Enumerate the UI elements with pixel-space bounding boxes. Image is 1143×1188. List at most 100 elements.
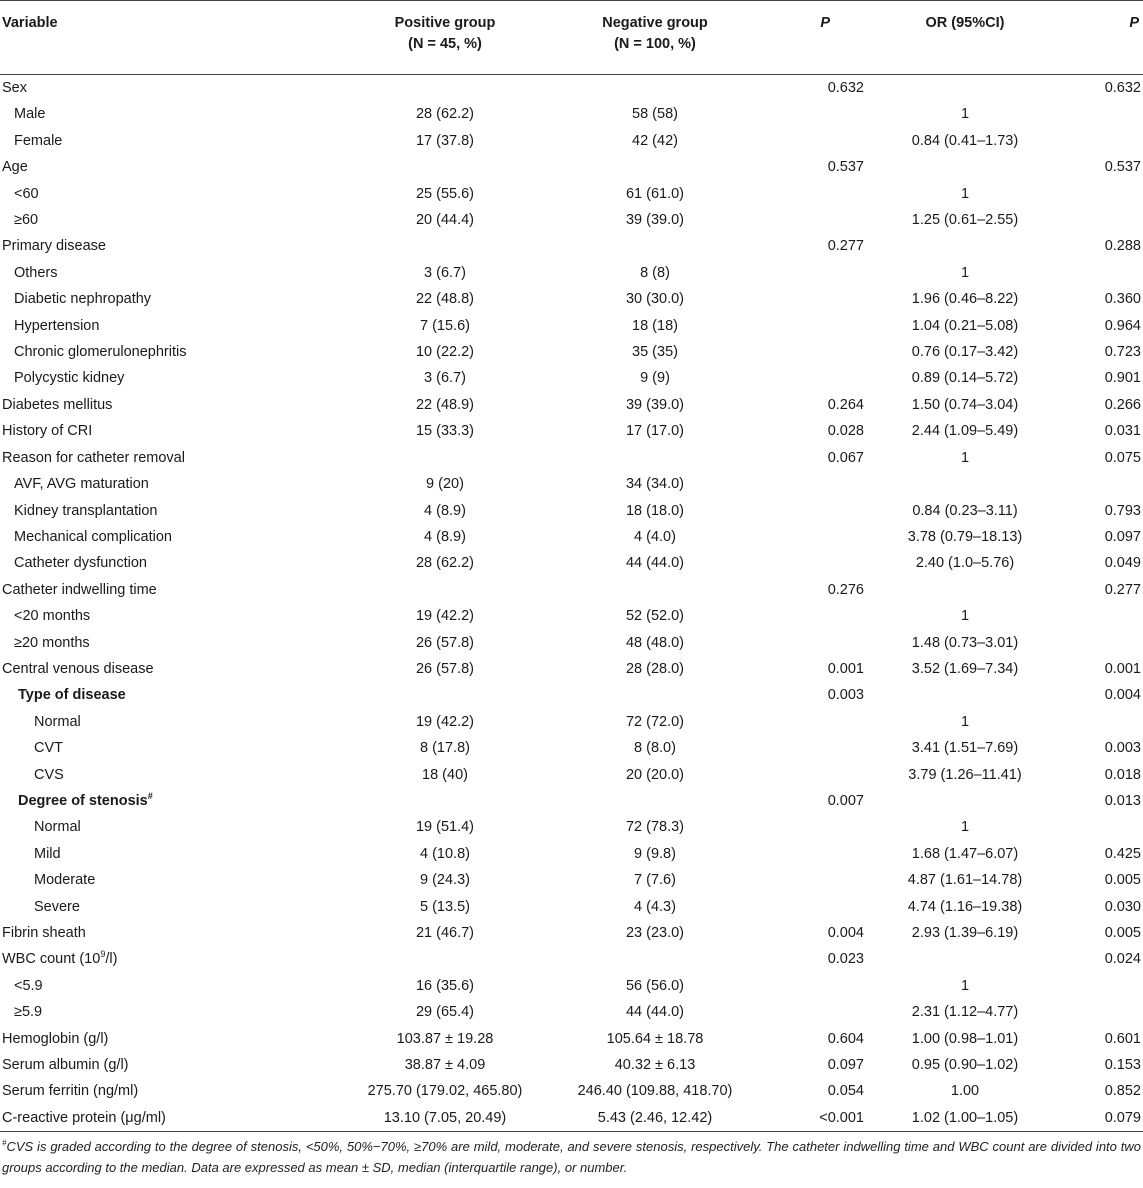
cell-p-value (770, 867, 870, 893)
cell-p-value (770, 894, 870, 920)
table-row: Mechanical complication 4 (8.9) 4 (4.0) 3.7… (0, 524, 1143, 550)
cell-p-value-or: 0.425 (1104, 845, 1141, 862)
cell-negative-group: 105.64 ± 18.78 (606, 1030, 704, 1047)
cell-p-value (770, 973, 870, 999)
cell-p-value (770, 181, 870, 207)
table-row: AVF, AVG maturation 9 (20) 34 (34.0) (0, 471, 1143, 497)
cell-p-value-or (1060, 128, 1143, 154)
cell-positive-group (350, 946, 540, 972)
cell-odds-ratio: 4.87 (1.61–14.78) (907, 872, 1023, 889)
table-row: Hemoglobin (g/l) 103.87 ± 19.28 105.64 ± 1… (0, 1026, 1143, 1052)
variable-label: Degree of stenosis (18, 792, 148, 809)
cell-positive-group: 3 (6.7) (424, 264, 466, 281)
cell-negative-group: 7 (7.6) (634, 872, 676, 889)
cell-p-value (770, 260, 870, 286)
cell-odds-ratio: 3.52 (1.69–7.34) (911, 660, 1019, 677)
variable-label: Catheter dysfunction (14, 555, 147, 572)
cell-variable: Normal (0, 814, 350, 840)
cell-positive-group: 28 (62.2) (415, 555, 475, 572)
cell-variable: Sex (0, 75, 350, 102)
table-row: Polycystic kidney 3 (6.7) 9 (9) 0.89 (0.14–… (0, 365, 1143, 391)
cell-p-value-or: 0.288 (1104, 238, 1141, 255)
cell-odds-ratio (870, 788, 1060, 814)
cell-negative-group (540, 154, 770, 180)
cell-negative-group: 42 (42) (632, 132, 678, 149)
table-row: Primary disease 0.277 0.288 (0, 233, 1143, 259)
cell-p-value: 0.001 (827, 660, 864, 677)
variable-label: Male (14, 106, 46, 123)
cell-variable: Diabetic nephropathy (0, 286, 350, 312)
cell-odds-ratio: 1 (960, 819, 970, 836)
cell-variable: Severe (0, 894, 350, 920)
cell-variable: <5.9 (0, 973, 350, 999)
cell-p-value (770, 128, 870, 154)
cell-positive-group (350, 154, 540, 180)
cell-odds-ratio: 1 (960, 608, 970, 625)
cell-odds-ratio: 1 (960, 977, 970, 994)
cell-variable: CVT (0, 735, 350, 761)
cell-p-value-or (1060, 101, 1143, 127)
cell-variable: Kidney transplantation (0, 498, 350, 524)
cell-positive-group: 4 (8.9) (424, 528, 466, 545)
table-row: ≥5.9 29 (65.4) 44 (44.0) 2.31 (1.12–4.77) (0, 999, 1143, 1025)
cell-negative-group: 72 (78.3) (625, 819, 685, 836)
cell-negative-group (540, 682, 770, 708)
cell-negative-group: 23 (23.0) (625, 925, 685, 941)
cell-positive-group: 25 (55.6) (415, 185, 475, 202)
cell-p-value-or: 0.013 (1104, 792, 1141, 809)
cell-negative-group: 34 (34.0) (625, 476, 685, 493)
cell-negative-group: 44 (44.0) (625, 1004, 685, 1021)
variable-superscript: 9 (100, 949, 106, 960)
cell-positive-group: 10 (22.2) (415, 344, 475, 361)
variable-label: <60 (14, 185, 39, 202)
cell-variable: Normal (0, 709, 350, 735)
footnote-text: CVS is graded according to the degree of… (2, 1139, 1141, 1176)
cell-p-value-or (1060, 260, 1143, 286)
cell-p-value-or (1060, 603, 1143, 629)
table-row: Female 17 (37.8) 42 (42) 0.84 (0.41–1.73) (0, 128, 1143, 154)
variable-label: CVT (34, 740, 63, 757)
cell-negative-group: 18 (18.0) (625, 502, 685, 519)
cell-negative-group: 52 (52.0) (625, 608, 685, 625)
cell-odds-ratio: 1.00 (0.98–1.01) (911, 1030, 1019, 1047)
cell-odds-ratio: 3.79 (1.26–11.41) (908, 766, 1022, 783)
cell-variable: Central venous disease (0, 656, 350, 682)
variable-label-tail: /l) (105, 951, 118, 968)
variable-label: Age (2, 159, 28, 176)
cell-p-value (770, 735, 870, 761)
header-negative-line1: Negative group (602, 15, 708, 31)
table-row: ≥20 months 26 (57.8) 48 (48.0) 1.48 (0.73–3… (0, 630, 1143, 656)
cell-variable: Reason for catheter removal (0, 445, 350, 471)
cell-p-value (770, 999, 870, 1025)
cell-variable: Degree of stenosis# (0, 788, 350, 814)
cell-positive-group: 19 (42.2) (415, 608, 475, 625)
variable-superscript: # (147, 791, 153, 802)
cell-p-value-or: 0.005 (1104, 925, 1141, 941)
header-variable: Variable (2, 15, 58, 31)
cell-p-value-or: 0.901 (1104, 370, 1141, 387)
cell-positive-group: 5 (13.5) (420, 898, 470, 915)
cell-odds-ratio: 1 (960, 106, 970, 123)
variable-label: Female (14, 132, 63, 149)
header-positive-group: Positive group (N = 45, %) (350, 1, 540, 75)
cell-p-value-or: 0.001 (1104, 660, 1141, 677)
variable-label: Normal (34, 713, 81, 730)
cell-p-value (770, 101, 870, 127)
cell-variable: Serum albumin (g/l) (0, 1052, 350, 1078)
cell-p-value-or: 0.266 (1104, 396, 1141, 413)
cell-negative-group: 39 (39.0) (625, 396, 685, 413)
table-row: Male 28 (62.2) 58 (58) 1 (0, 101, 1143, 127)
cell-variable: Catheter dysfunction (0, 550, 350, 576)
cell-odds-ratio: 1.02 (1.00–1.05) (911, 1109, 1019, 1126)
header-row: Variable Positive group (N = 45, %) Nega… (0, 0, 1143, 75)
variable-label: Central venous disease (2, 660, 154, 677)
cell-variable: Mild (0, 841, 350, 867)
variable-label: Serum albumin (g/l) (2, 1057, 129, 1074)
variable-label: Type of disease (18, 687, 126, 704)
header-negative-line2: (N = 100, %) (614, 36, 696, 52)
cell-variable: Primary disease (0, 233, 350, 259)
table-row: Sex 0.632 0.632 (0, 75, 1143, 102)
table-row: Severe 5 (13.5) 4 (4.3) 4.74 (1.16–19.38) 0.… (0, 894, 1143, 920)
table-row: WBC count (109/l) 0.023 0.024 (0, 946, 1143, 972)
cell-positive-group: 19 (51.4) (415, 819, 475, 836)
